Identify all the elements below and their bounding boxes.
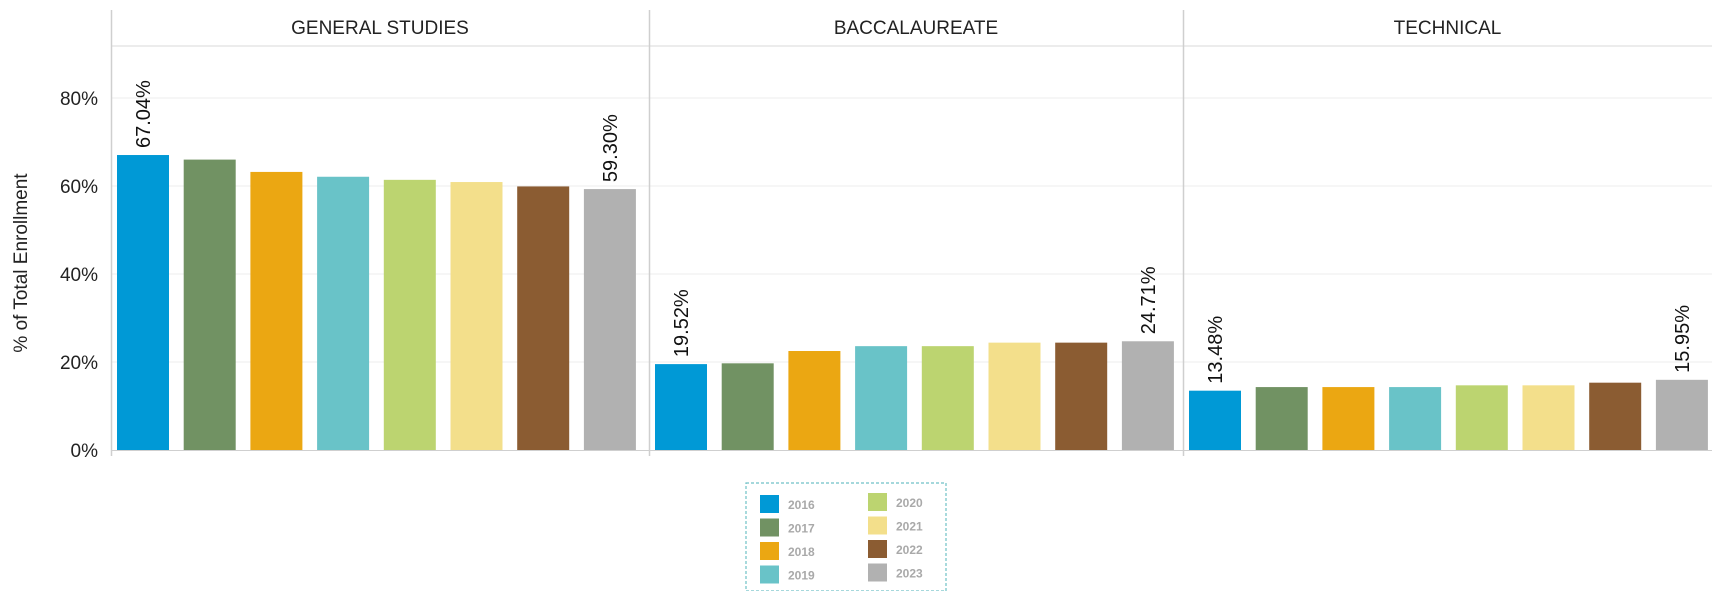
bars <box>117 155 1708 451</box>
legend-swatch <box>760 565 779 584</box>
y-tick-label: 60% <box>60 177 98 198</box>
legend-swatch <box>868 563 887 582</box>
legend-swatch <box>760 542 779 560</box>
data-label: 59.30% <box>600 114 622 182</box>
legend-label: 2016 <box>788 498 815 512</box>
data-label: 19.52% <box>671 289 693 357</box>
panel-title: BACCALAUREATE <box>834 18 998 39</box>
bar <box>517 186 570 450</box>
bar <box>183 159 236 450</box>
legend-swatch <box>868 540 887 558</box>
bar <box>250 171 303 451</box>
legend-label: 2023 <box>896 567 923 581</box>
legend-label: 2021 <box>896 520 923 534</box>
bar <box>788 351 841 450</box>
bar <box>1055 342 1108 450</box>
bar <box>117 155 169 451</box>
gridlines <box>111 97 1712 363</box>
y-tick-label: 40% <box>60 265 98 286</box>
data-labels: 67.04% 59.30% 19.52% 24.71% 13.48% 15.95% <box>133 80 1694 384</box>
bar <box>1322 387 1375 450</box>
bar <box>1522 385 1575 450</box>
panel-title: GENERAL STUDIES <box>291 18 469 39</box>
y-axis: % of Total Enrollment 0% 20% 40% 60% 80% <box>11 89 98 462</box>
bar <box>855 346 908 450</box>
legend-box <box>745 482 947 591</box>
legend-swatch <box>868 516 887 535</box>
legend-label: 2017 <box>788 522 815 536</box>
bar <box>655 364 707 450</box>
bar <box>988 342 1041 450</box>
y-tick-label: 0% <box>71 441 99 462</box>
panel-title: TECHNICAL <box>1394 18 1502 39</box>
bar <box>1655 379 1708 450</box>
bar <box>450 182 503 451</box>
bar <box>721 363 774 450</box>
data-label: 24.71% <box>1138 266 1160 334</box>
legend-label: 2022 <box>896 543 923 557</box>
y-tick-label: 20% <box>60 353 98 374</box>
legend-swatch <box>868 493 887 511</box>
panel-titles: GENERAL STUDIES BACCALAUREATE TECHNICAL <box>291 18 1501 39</box>
bar <box>383 179 436 450</box>
bar <box>317 176 370 450</box>
bar <box>921 346 974 450</box>
bar <box>1389 387 1442 450</box>
data-label: 15.95% <box>1672 305 1694 373</box>
panel-frames <box>110 10 1712 456</box>
legend-label: 2018 <box>788 545 815 559</box>
legend: 2016 2017 2018 2019 2020 2021 2022 2023 <box>745 482 947 591</box>
data-label: 13.48% <box>1205 316 1227 384</box>
y-tick-label: 80% <box>60 89 98 110</box>
legend-swatch <box>760 495 779 513</box>
legend-swatch <box>760 518 779 537</box>
data-label: 67.04% <box>133 80 155 148</box>
bar <box>583 189 636 450</box>
bar <box>1255 387 1308 450</box>
bar <box>1189 390 1241 450</box>
y-axis-label: % of Total Enrollment <box>11 173 32 353</box>
bar <box>1589 382 1642 450</box>
legend-label: 2020 <box>896 496 923 510</box>
legend-label: 2019 <box>788 569 815 583</box>
bar <box>1455 385 1508 450</box>
bar <box>1121 341 1174 450</box>
